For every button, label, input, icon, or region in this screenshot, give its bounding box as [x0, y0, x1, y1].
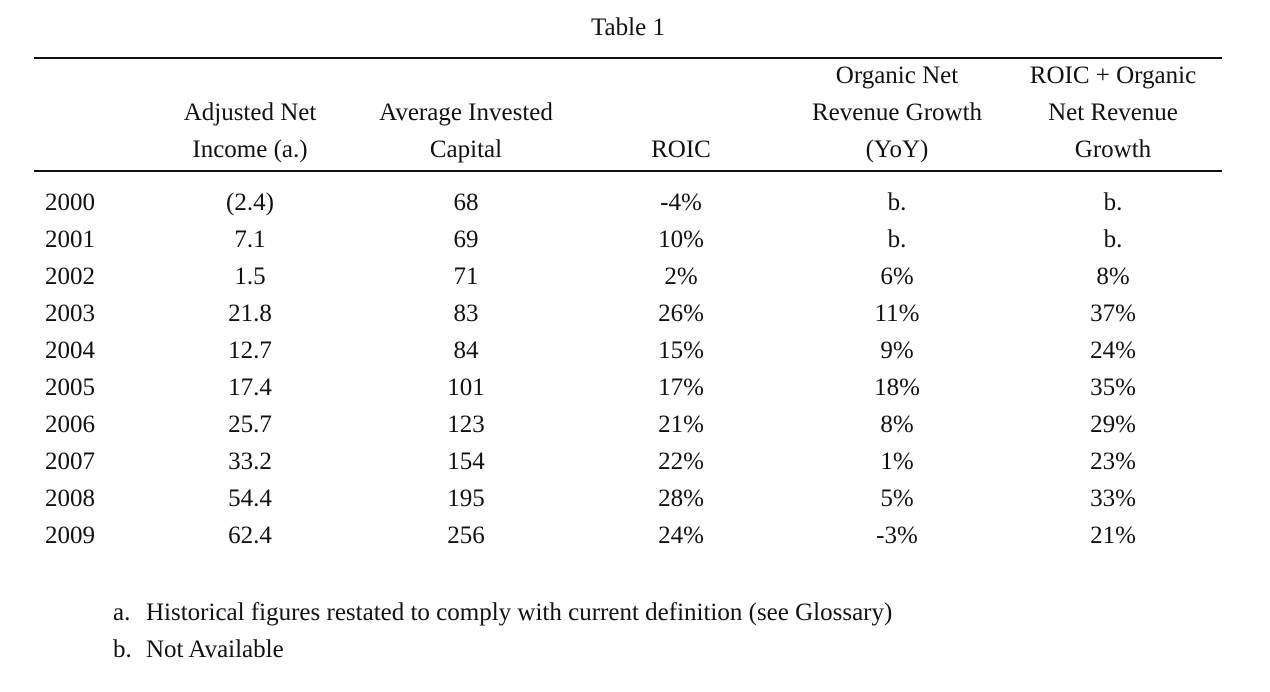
- roic-plus-growth-cell: 23%: [1090, 448, 1136, 475]
- year-cell: 2005: [45, 374, 95, 401]
- roic-cell: 28%: [658, 485, 704, 512]
- average-invested-capital-cell: 83: [453, 300, 479, 327]
- average-invested-capital-cell: 71: [453, 263, 479, 290]
- roic-plus-growth-cell: 21%: [1090, 522, 1136, 549]
- table-row: 2006 25.7 123 21% 8% 29%: [0, 406, 1270, 443]
- year-cell: 2001: [45, 226, 95, 253]
- header-line: Average Invested: [379, 99, 553, 126]
- header-line: (YoY): [865, 136, 929, 163]
- organic-growth-cell: 5%: [880, 485, 914, 512]
- top-rule: [34, 57, 1222, 59]
- average-invested-capital-cell: 154: [447, 448, 485, 475]
- organic-growth-cell: -3%: [876, 522, 918, 549]
- header-rule: [34, 170, 1222, 172]
- adjusted-net-income-cell: 25.7: [228, 411, 272, 438]
- table-row: 2001 7.1 69 10% b. b.: [0, 221, 1270, 258]
- table-row: 2004 12.7 84 15% 9% 24%: [0, 332, 1270, 369]
- adjusted-net-income-cell: 1.5: [234, 263, 266, 290]
- organic-growth-cell: 9%: [880, 337, 914, 364]
- year-cell: 2008: [45, 485, 95, 512]
- roic-cell: -4%: [660, 189, 702, 216]
- roic-cell: 26%: [658, 300, 704, 327]
- header-line: Income (a.): [192, 136, 308, 163]
- header-line: Revenue Growth: [811, 99, 983, 126]
- footnote-marker: b.: [113, 636, 132, 663]
- header-line: ROIC + Organic: [1029, 62, 1197, 89]
- average-invested-capital-cell: 195: [447, 485, 485, 512]
- adjusted-net-income-cell: 62.4: [228, 522, 272, 549]
- organic-growth-cell: 11%: [874, 300, 920, 327]
- roic-plus-growth-cell: 35%: [1090, 374, 1136, 401]
- header-line: Organic Net: [835, 62, 959, 89]
- roic-cell: 15%: [658, 337, 704, 364]
- year-cell: 2009: [45, 522, 95, 549]
- header-line: Growth: [1074, 136, 1152, 163]
- roic-plus-growth-cell: 8%: [1096, 263, 1130, 290]
- roic-plus-growth-cell: b.: [1103, 189, 1123, 216]
- adjusted-net-income-cell: 54.4: [228, 485, 272, 512]
- year-cell: 2003: [45, 300, 95, 327]
- footnote-a: a. Historical figures restated to comply …: [113, 594, 892, 631]
- table-row: 2008 54.4 195 28% 5% 33%: [0, 480, 1270, 517]
- roic-plus-growth-cell: 29%: [1090, 411, 1136, 438]
- roic-cell: 22%: [658, 448, 704, 475]
- footnotes: a. Historical figures restated to comply …: [113, 594, 892, 668]
- table-row: 2005 17.4 101 17% 18% 35%: [0, 369, 1270, 406]
- average-invested-capital-cell: 69: [453, 226, 479, 253]
- header-roic-plus-organic-growth: ROIC + Organic Net Revenue Growth: [1030, 62, 1196, 168]
- footnote-text: Historical figures restated to comply wi…: [146, 599, 893, 626]
- average-invested-capital-cell: 123: [447, 411, 485, 438]
- organic-growth-cell: 18%: [874, 374, 920, 401]
- header-line: Capital: [429, 136, 503, 163]
- table-row: 2007 33.2 154 22% 1% 23%: [0, 443, 1270, 480]
- average-invested-capital-cell: 101: [447, 374, 485, 401]
- roic-plus-growth-cell: 24%: [1090, 337, 1136, 364]
- table-row: 2000 (2.4) 68 -4% b. b.: [0, 184, 1270, 221]
- organic-growth-cell: 8%: [880, 411, 914, 438]
- year-cell: 2004: [45, 337, 95, 364]
- table-row: 2003 21.8 83 26% 11% 37%: [0, 295, 1270, 332]
- header-average-invested-capital: Average Invested Capital: [379, 64, 553, 168]
- roic-plus-growth-cell: 37%: [1090, 300, 1136, 327]
- year-cell: 2006: [45, 411, 95, 438]
- average-invested-capital-cell: 68: [453, 189, 479, 216]
- header-line: Adjusted Net: [183, 99, 317, 126]
- year-cell: 2007: [45, 448, 95, 475]
- header-adjusted-net-income: Adjusted Net Income (a.): [184, 64, 317, 168]
- roic-plus-growth-cell: 33%: [1090, 485, 1136, 512]
- average-invested-capital-cell: 256: [447, 522, 485, 549]
- adjusted-net-income-cell: (2.4): [226, 189, 274, 216]
- table-title: Table 1: [591, 14, 665, 41]
- footnote-marker: a.: [113, 599, 131, 626]
- roic-cell: 17%: [658, 374, 704, 401]
- table-row: 2009 62.4 256 24% -3% 21%: [0, 517, 1270, 554]
- adjusted-net-income-cell: 33.2: [228, 448, 272, 475]
- footnote-b: b. Not Available: [113, 631, 892, 668]
- organic-growth-cell: 6%: [880, 263, 914, 290]
- adjusted-net-income-cell: 7.1: [234, 226, 266, 253]
- header-organic-net-revenue-growth: Organic Net Revenue Growth (YoY): [811, 62, 983, 168]
- roic-cell: 2%: [664, 263, 698, 290]
- roic-cell: 10%: [658, 226, 704, 253]
- roic-cell: 21%: [658, 411, 704, 438]
- organic-growth-cell: 1%: [880, 448, 914, 475]
- year-cell: 2002: [45, 263, 95, 290]
- header-line: Net Revenue: [1048, 99, 1178, 126]
- footnote-text: Not Available: [146, 636, 284, 663]
- adjusted-net-income-cell: 21.8: [228, 300, 272, 327]
- adjusted-net-income-cell: 12.7: [228, 337, 272, 364]
- roic-plus-growth-cell: b.: [1103, 226, 1123, 253]
- adjusted-net-income-cell: 17.4: [228, 374, 272, 401]
- average-invested-capital-cell: 84: [453, 337, 479, 364]
- organic-growth-cell: b.: [887, 189, 907, 216]
- year-cell: 2000: [45, 189, 95, 216]
- header-line: ROIC: [651, 136, 711, 163]
- organic-growth-cell: b.: [887, 226, 907, 253]
- roic-cell: 24%: [658, 522, 704, 549]
- table-row: 2002 1.5 71 2% 6% 8%: [0, 258, 1270, 295]
- header-roic: ROIC: [651, 64, 711, 168]
